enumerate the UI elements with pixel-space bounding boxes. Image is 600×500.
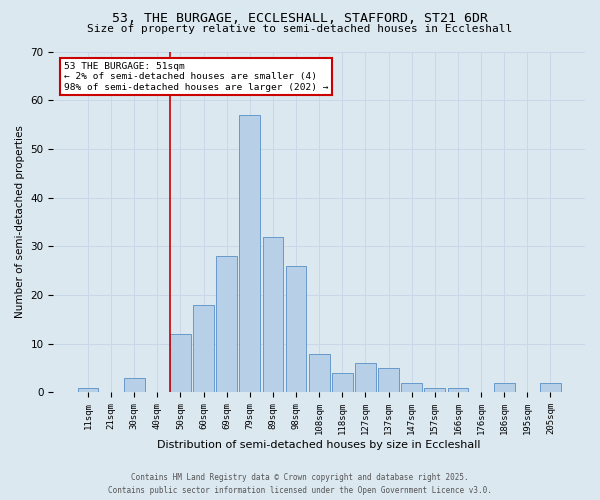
Bar (124, 378, 145, 392)
Bar (309, 354, 329, 393)
Bar (170, 334, 191, 392)
X-axis label: Distribution of semi-detached houses by size in Eccleshall: Distribution of semi-detached houses by … (157, 440, 481, 450)
Bar (286, 266, 307, 392)
Bar (494, 382, 515, 392)
Bar (332, 373, 353, 392)
Bar (77, 388, 98, 392)
Bar (239, 115, 260, 392)
Text: 53 THE BURGAGE: 51sqm
← 2% of semi-detached houses are smaller (4)
98% of semi-d: 53 THE BURGAGE: 51sqm ← 2% of semi-detac… (64, 62, 329, 92)
Text: 53, THE BURGAGE, ECCLESHALL, STAFFORD, ST21 6DR: 53, THE BURGAGE, ECCLESHALL, STAFFORD, S… (112, 12, 488, 26)
Bar (378, 368, 399, 392)
Bar (263, 236, 283, 392)
Bar (424, 388, 445, 392)
Text: Contains HM Land Registry data © Crown copyright and database right 2025.
Contai: Contains HM Land Registry data © Crown c… (108, 474, 492, 495)
Bar (448, 388, 469, 392)
Bar (217, 256, 237, 392)
Text: Size of property relative to semi-detached houses in Eccleshall: Size of property relative to semi-detach… (88, 24, 512, 34)
Bar (355, 363, 376, 392)
Bar (401, 382, 422, 392)
Bar (540, 382, 561, 392)
Y-axis label: Number of semi-detached properties: Number of semi-detached properties (15, 126, 25, 318)
Bar (193, 305, 214, 392)
